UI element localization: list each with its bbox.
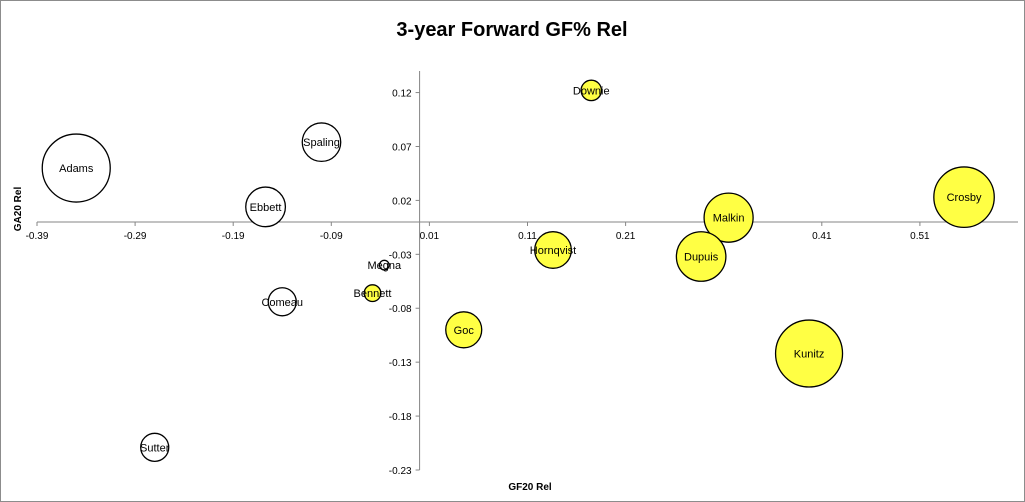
y-tick-label: -0.18 [389,412,412,423]
x-tick-label: 0.51 [910,231,930,242]
bubble-label: Spaling [303,137,340,149]
x-tick-label: 0.11 [518,231,537,242]
x-tick-label: -0.29 [124,231,147,242]
bubble-crosby [933,166,995,229]
bubble-label: Hornqvist [530,245,576,257]
x-tick-label: -0.39 [26,231,49,242]
bubble-label: Downie [573,85,610,97]
bubble-label: Crosby [947,192,982,204]
bubble-label: Malkin [713,213,745,225]
bubble-label: Kunitz [794,349,825,361]
y-tick-label: -0.23 [389,466,412,477]
x-axis-ticks: -0.39-0.29-0.19-0.090.010.110.210.310.41… [26,221,930,242]
y-tick-label: -0.13 [389,358,412,369]
bubble-megna [378,259,390,271]
bubble-spaling [301,122,342,163]
y-axis-title: GA20 Rel [13,187,24,232]
y-tick-label: 0.07 [392,142,412,153]
y-axis-ticks: 0.12 0.07 0.02 -0.03 -0.08 -0.13 -0.18 -0.23 [389,89,420,477]
bubble-sutter [140,432,170,463]
bubble-series: Adams Spaling Ebbett Megna Bennett Comeau Sutt… [41,79,995,463]
bubble-kunitz [774,319,844,388]
x-tick-label: 0.01 [420,231,440,242]
bubble-comeau [267,287,297,317]
bubble-downie [580,79,603,102]
bubble-malkin [703,192,754,243]
bubble-label: Goc [454,325,475,337]
bubble-adams [41,133,111,203]
y-tick-label: -0.03 [389,250,412,261]
bubble-hornqvist [534,231,572,269]
x-tick-label: -0.09 [320,231,343,242]
y-tick-label: 0.02 [392,196,412,207]
bubble-dupuis [675,231,727,282]
bubble-label: Sutter [140,442,170,454]
bubble-label: Ebbett [250,202,282,214]
bubble-label: Megna [367,260,402,272]
bubble-bennett [363,284,382,303]
y-tick-label: -0.08 [389,304,412,315]
x-tick-label: -0.19 [222,231,245,242]
bubble-goc [445,311,483,349]
x-axis-title: GF20 Rel [508,482,552,493]
bubble-label: Comeau [261,297,303,309]
chart-title: 3-year Forward GF% Rel [396,19,627,41]
bubble-label: Bennett [354,288,392,300]
bubble-label: Adams [59,163,94,175]
x-tick-label: 0.41 [812,231,832,242]
bubble-ebbett [245,186,287,228]
y-tick-label: 0.12 [392,89,412,100]
x-tick-label: 0.21 [616,231,636,242]
bubble-label: Dupuis [684,251,719,263]
